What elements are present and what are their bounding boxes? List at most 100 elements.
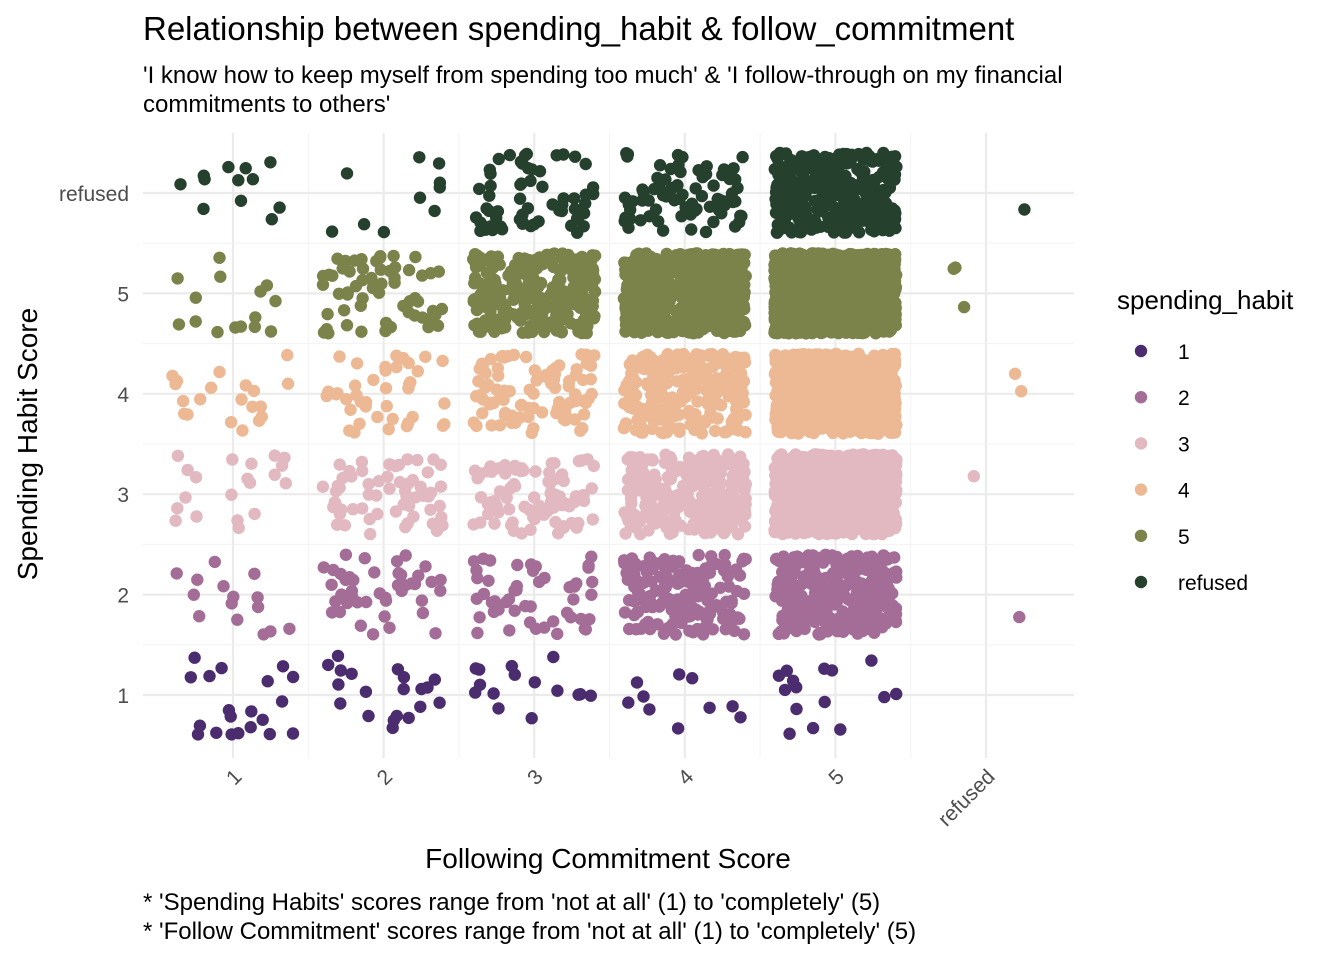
scatter-point bbox=[637, 690, 649, 702]
scatter-point bbox=[390, 505, 402, 517]
scatter-point bbox=[663, 398, 675, 410]
scatter-point bbox=[188, 652, 200, 664]
scatter-point bbox=[734, 451, 746, 463]
scatter-point bbox=[633, 484, 645, 496]
scatter-point bbox=[569, 413, 581, 425]
scatter-point bbox=[245, 705, 257, 717]
scatter-point bbox=[786, 604, 798, 616]
scatter-point bbox=[433, 265, 445, 277]
scatter-point bbox=[371, 411, 383, 423]
scatter-point bbox=[648, 469, 660, 481]
scatter-point bbox=[696, 489, 708, 501]
scatter-point bbox=[874, 354, 886, 366]
scatter-point bbox=[794, 491, 806, 503]
scatter-point bbox=[422, 466, 434, 478]
scatter-point bbox=[567, 271, 579, 283]
scatter-point bbox=[670, 266, 682, 278]
scatter-point bbox=[345, 668, 357, 680]
scatter-point bbox=[684, 268, 696, 280]
scatter-point bbox=[723, 580, 735, 592]
scatter-point bbox=[885, 418, 897, 430]
scatter-point bbox=[194, 720, 206, 732]
scatter-point bbox=[676, 392, 688, 404]
scatter-point bbox=[672, 722, 684, 734]
scatter-point bbox=[529, 364, 541, 376]
scatter-point bbox=[533, 318, 545, 330]
scatter-point bbox=[675, 248, 687, 260]
scatter-point bbox=[318, 326, 330, 338]
scatter-point bbox=[836, 464, 848, 476]
scatter-point bbox=[471, 627, 483, 639]
scatter-point bbox=[688, 577, 700, 589]
scatter-point bbox=[831, 515, 843, 527]
scatter-point bbox=[368, 566, 380, 578]
scatter-point bbox=[482, 575, 494, 587]
scatter-point bbox=[867, 573, 879, 585]
scatter-point bbox=[809, 616, 821, 628]
scatter-point bbox=[826, 352, 838, 364]
scatter-point bbox=[470, 564, 482, 576]
scatter-point bbox=[655, 413, 667, 425]
scatter-point bbox=[831, 488, 843, 500]
scatter-point bbox=[634, 528, 646, 540]
scatter-point bbox=[690, 301, 702, 313]
scatter-point bbox=[225, 489, 237, 501]
scatter-point bbox=[417, 607, 429, 619]
scatter-point bbox=[359, 552, 371, 564]
scatter-point bbox=[551, 685, 563, 697]
scatter-point bbox=[403, 500, 415, 512]
scatter-point bbox=[515, 399, 527, 411]
scatter-point bbox=[179, 491, 191, 503]
scatter-point bbox=[818, 399, 830, 411]
scatter-point bbox=[642, 616, 654, 628]
scatter-point bbox=[563, 581, 575, 593]
scatter-point bbox=[364, 528, 376, 540]
scatter-point bbox=[508, 349, 520, 361]
scatter-point bbox=[473, 611, 485, 623]
scatter-point bbox=[731, 386, 743, 398]
scatter-point bbox=[544, 477, 556, 489]
scatter-point bbox=[329, 595, 341, 607]
scatter-point bbox=[577, 374, 589, 386]
scatter-point bbox=[618, 554, 630, 566]
scatter-point bbox=[861, 561, 873, 573]
scatter-point bbox=[380, 382, 392, 394]
scatter-point bbox=[241, 473, 253, 485]
scatter-point bbox=[344, 404, 356, 416]
scatter-point bbox=[715, 477, 727, 489]
scatter-point bbox=[724, 608, 736, 620]
scatter-point bbox=[469, 686, 481, 698]
scatter-point bbox=[882, 506, 894, 518]
scatter-point bbox=[589, 286, 601, 298]
scatter-point bbox=[355, 300, 367, 312]
scatter-point bbox=[407, 474, 419, 486]
scatter-point bbox=[834, 625, 846, 637]
scatter-point bbox=[867, 427, 879, 439]
scatter-point bbox=[878, 691, 890, 703]
scatter-point bbox=[781, 363, 793, 375]
scatter-point bbox=[776, 397, 788, 409]
scatter-point bbox=[249, 311, 261, 323]
scatter-point bbox=[772, 352, 784, 364]
scatter-point bbox=[574, 425, 586, 437]
scatter-point bbox=[620, 567, 632, 579]
scatter-point bbox=[509, 417, 521, 429]
scatter-point bbox=[229, 321, 241, 333]
scatter-point bbox=[345, 470, 357, 482]
scatter-point bbox=[798, 600, 810, 612]
scatter-point bbox=[706, 393, 718, 405]
scatter-point bbox=[683, 523, 695, 535]
scatter-point bbox=[367, 279, 379, 291]
scatter-point bbox=[825, 423, 837, 435]
scatter-point bbox=[173, 318, 185, 330]
scatter-point bbox=[831, 571, 843, 583]
scatter-point bbox=[213, 366, 225, 378]
scatter-point bbox=[632, 586, 644, 598]
scatter-point bbox=[681, 312, 693, 324]
scatter-point bbox=[571, 521, 583, 533]
scatter-point bbox=[529, 465, 541, 477]
scatter-point bbox=[732, 528, 744, 540]
scatter-point bbox=[666, 618, 678, 630]
